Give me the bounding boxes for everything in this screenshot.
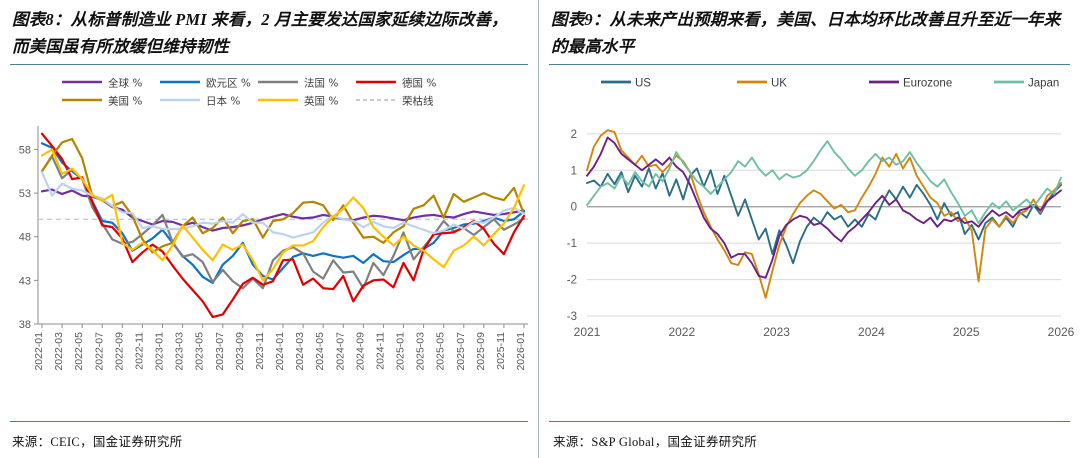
y-tick-label: 53 (19, 188, 31, 200)
x-tick-label: 2025-09 (475, 332, 487, 371)
y-tick-label: 58 (19, 144, 31, 156)
right-exhibit-panel: 图表9：从未来产出预期来看，美国、日本均环比改善且升至近一年来的最高水平 US U… (538, 0, 1080, 458)
x-tick-label: 2023-05 (194, 332, 206, 371)
y-tick-label: 38 (19, 319, 31, 331)
series-line (586, 140, 1062, 225)
x-tick-label: 2025 (953, 325, 980, 339)
legend-label: US (635, 78, 651, 90)
x-tick-label: 2024-11 (374, 332, 386, 370)
legend-label: 荣枯线 (402, 95, 434, 108)
x-tick-label: 2023-07 (214, 332, 226, 371)
x-tick-label: 2024-01 (274, 332, 286, 371)
legend-label: Eurozone (903, 78, 952, 90)
future-output-expectations-line-chart: US UK Eurozone Japan 2 1 0 -1 -2 -3 2021 2022 2023 20… (567, 78, 1075, 340)
legend-label: 法国 % (304, 77, 338, 90)
x-tick-label: 2022-11 (133, 332, 145, 370)
legend-label: 全球 % (108, 77, 142, 90)
legend-label: 欧元区 % (206, 78, 251, 90)
x-tick-label: 2024 (858, 325, 885, 339)
legend-label: 日本 % (206, 95, 240, 108)
pmi-line-chart: 全球 % 欧元区 % 法国 % 德国 % 美国 % 日本 % 英国 % 荣枯线 38 43 48 53… (19, 77, 528, 371)
left-exhibit-panel: 图表8：从标普制造业 PMI 来看，2 月主要发达国家延续边际改善，而美国虽有所… (0, 0, 538, 458)
legend-label: 德国 % (402, 77, 436, 90)
x-tick-label: 2025-01 (395, 332, 407, 371)
x-tick-label: 2024-07 (334, 332, 346, 371)
x-tick-label: 2026 (1048, 325, 1075, 339)
left-source-note: 来源：CEIC，国金证券研究所 (12, 435, 183, 449)
y-tick-label: 0 (571, 202, 577, 214)
y-tick-label: -2 (567, 275, 577, 287)
x-tick-label: 2022-03 (53, 332, 65, 371)
x-tick-label: 2025-05 (435, 332, 447, 371)
legend-label: 英国 % (304, 95, 338, 108)
x-tick-label: 2022-09 (113, 332, 125, 371)
x-tick-label: 2022-05 (73, 332, 85, 371)
y-tick-label: -1 (567, 238, 577, 250)
series-line (586, 129, 1062, 299)
x-tick-label: 2023-03 (174, 332, 186, 371)
x-tick-label: 2025-07 (455, 332, 467, 371)
right-footer-divider (549, 421, 1070, 422)
x-tick-label: 2023-01 (154, 332, 166, 371)
y-tick-label: 2 (571, 129, 577, 141)
y-tick-label: 48 (19, 232, 31, 244)
x-tick-label: 2023 (763, 325, 790, 339)
left-footer-divider (10, 421, 528, 422)
x-tick-label: 2024-05 (314, 332, 326, 371)
left-exhibit-title: 图表8：从标普制造业 PMI 来看，2 月主要发达国家延续边际改善，而美国虽有所… (12, 10, 508, 56)
y-tick-label: 1 (571, 165, 577, 177)
x-tick-label: 2026-01 (515, 332, 527, 371)
left-chart-legend: 全球 % 欧元区 % 法国 % 德国 % 美国 % 日本 % 英国 % 荣枯线 (62, 77, 436, 108)
series-line (40, 171, 526, 239)
y-tick-label: 43 (19, 275, 31, 287)
x-tick-label: 2025-03 (415, 332, 427, 371)
left-chart-area: 全球 % 欧元区 % 法国 % 德国 % 美国 % 日本 % 英国 % 荣枯线 38 43 48 53… (0, 74, 538, 379)
y-tick-label: -3 (567, 311, 577, 323)
right-title-divider (549, 64, 1070, 65)
series-line (40, 137, 526, 254)
x-tick-label: 2025-11 (495, 332, 507, 370)
left-title-divider (10, 64, 528, 65)
x-tick-label: 2022-01 (33, 332, 45, 371)
x-tick-label: 2023-11 (254, 332, 266, 370)
right-source-note: 来源：S&P Global，国金证券研究所 (553, 435, 758, 449)
x-tick-label: 2024-03 (294, 332, 306, 371)
x-tick-label: 2023-09 (234, 332, 246, 371)
legend-label: 美国 % (108, 95, 142, 108)
legend-label: UK (771, 78, 787, 90)
series-line (40, 148, 526, 282)
x-tick-label: 2024-09 (354, 332, 366, 371)
x-tick-label: 2022 (668, 325, 695, 339)
series-line (586, 136, 1062, 279)
x-tick-label: 2021 (574, 325, 601, 339)
right-exhibit-title: 图表9：从未来产出预期来看，美国、日本均环比改善且升至近一年来的最高水平 (551, 10, 1061, 56)
legend-label: Japan (1028, 78, 1059, 90)
x-tick-label: 2022-07 (93, 332, 105, 371)
right-chart-area: US UK Eurozone Japan 2 1 0 -1 -2 -3 2021 2022 2023 20… (539, 74, 1080, 379)
right-chart-legend: US UK Eurozone Japan (601, 78, 1059, 90)
series-line (586, 167, 1062, 265)
